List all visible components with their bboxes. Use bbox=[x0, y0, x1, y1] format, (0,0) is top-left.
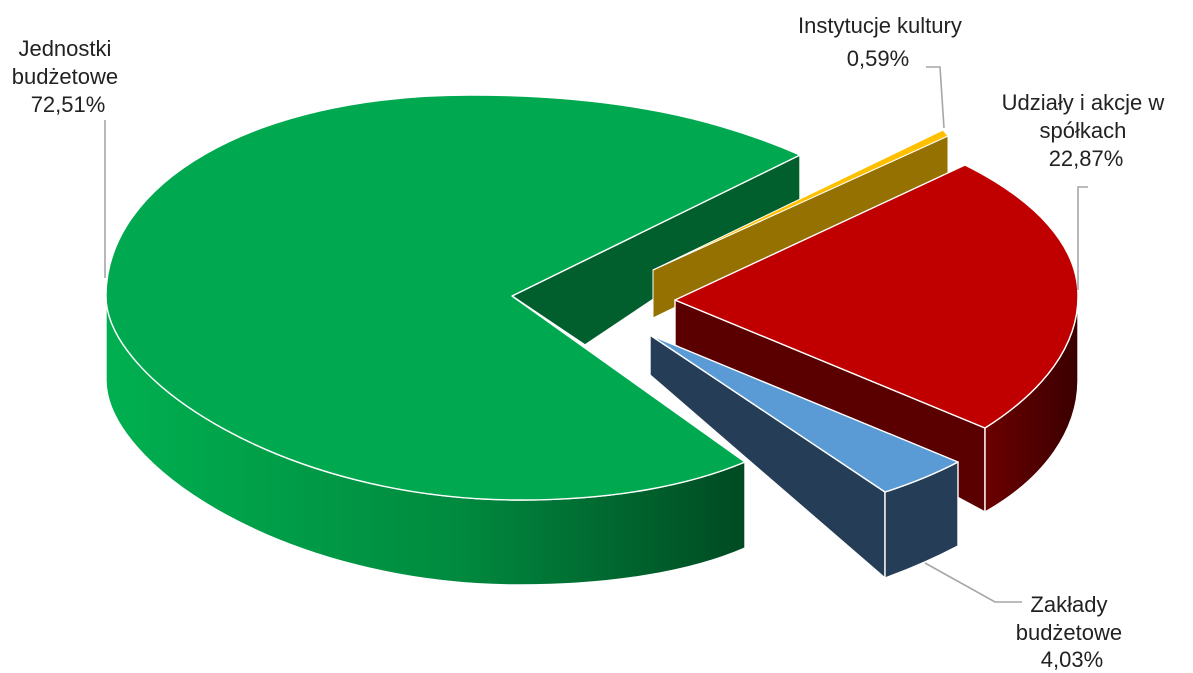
label-jednostki-line: Jednostki bbox=[18, 36, 111, 61]
label-udzialy-line: Udziały i akcje w bbox=[1002, 90, 1165, 115]
slice-udzialy-top bbox=[674, 164, 1079, 429]
label-zaklady-value: 4,03% bbox=[1041, 647, 1103, 672]
slice-zaklady-top bbox=[649, 334, 959, 493]
slice-instytucje-top bbox=[652, 129, 949, 271]
leader-line-zaklady bbox=[924, 562, 1022, 603]
label-jednostki-line: budżetowe bbox=[12, 64, 118, 89]
slice-zaklady bbox=[649, 334, 959, 579]
label-jednostki-value: 72,51% bbox=[31, 92, 106, 117]
slice-jednostki-top bbox=[105, 94, 801, 501]
leader-line-udzialy bbox=[1077, 186, 1088, 290]
label-zaklady-line: budżetowe bbox=[1016, 620, 1122, 645]
label-instytucje: Instytucje kultury 0,59% bbox=[798, 13, 968, 71]
label-udzialy-value: 22,87% bbox=[1049, 146, 1124, 171]
leader-line-instytucje bbox=[926, 66, 945, 129]
slice-jednostki bbox=[105, 94, 801, 586]
label-udzialy: Udziały i akcje w spółkach 22,87% bbox=[1002, 90, 1171, 171]
label-instytucje-value: 0,59% bbox=[847, 46, 909, 71]
label-instytucje-line: Instytucje kultury bbox=[798, 13, 962, 38]
label-udzialy-line: spółkach bbox=[1040, 118, 1127, 143]
label-zaklady-line: Zakłady bbox=[1030, 592, 1107, 617]
label-zaklady: Zakłady budżetowe 4,03% bbox=[1016, 592, 1129, 672]
label-jednostki: Jednostki budżetowe 72,51% bbox=[12, 36, 125, 117]
